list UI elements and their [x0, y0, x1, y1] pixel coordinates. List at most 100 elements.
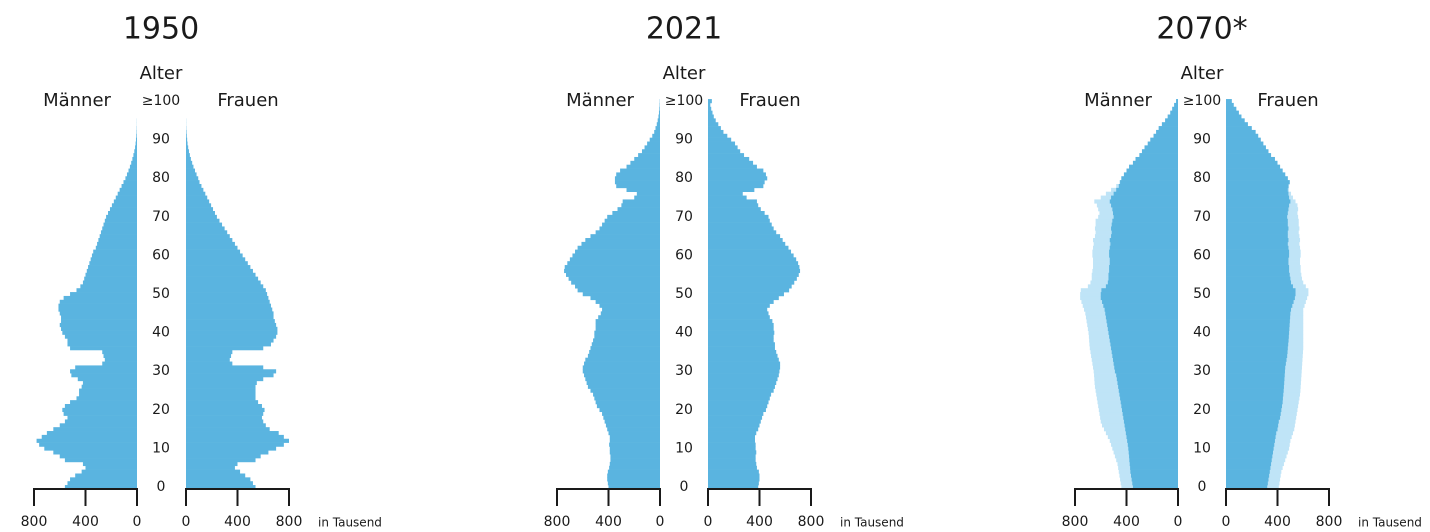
bar [1226, 261, 1289, 266]
bar [708, 438, 755, 443]
bar [1123, 172, 1178, 177]
bar [1153, 133, 1178, 138]
bar [186, 330, 278, 335]
bar [599, 407, 660, 413]
bar [1226, 160, 1278, 165]
bar [599, 303, 660, 308]
bar [1226, 191, 1289, 196]
bar [1226, 380, 1285, 386]
bar [566, 272, 660, 277]
bar [103, 353, 137, 358]
bar [63, 411, 137, 416]
bar [84, 276, 137, 281]
bar [708, 446, 756, 451]
bar [1226, 319, 1290, 324]
bar [1226, 288, 1296, 293]
bar [575, 284, 660, 289]
bar [607, 473, 660, 478]
bar [1226, 311, 1291, 316]
bar [70, 346, 137, 351]
bar [647, 141, 660, 146]
bar [186, 458, 256, 463]
bar [595, 322, 660, 328]
bar [708, 469, 759, 474]
bar [59, 311, 137, 316]
bar [186, 203, 212, 208]
bar [708, 257, 797, 262]
bar [67, 415, 137, 420]
bar [590, 295, 660, 301]
bar [70, 400, 137, 405]
bar [1117, 380, 1178, 386]
bar [604, 419, 660, 424]
bar [186, 245, 238, 250]
bar [1121, 176, 1178, 181]
bar [1226, 299, 1294, 304]
pyramid-panel: 2070* Alter Männer Frauen 0 10 20 30 40 50 60 70 80 9… [1062, 12, 1422, 531]
bar [1109, 334, 1178, 339]
bar [1226, 342, 1289, 347]
bar [80, 284, 137, 289]
bar [186, 160, 193, 165]
bar [71, 373, 137, 378]
bar [186, 257, 246, 262]
bar [104, 218, 137, 223]
bar [134, 149, 137, 154]
bar [1118, 388, 1178, 393]
y-tick-label: 70 [675, 209, 693, 225]
bar [1126, 168, 1178, 173]
bar [708, 222, 772, 227]
bar [1125, 427, 1178, 432]
x-tick-label: 0 [704, 514, 713, 530]
bar [708, 295, 779, 301]
bar [186, 261, 248, 266]
bar [1131, 477, 1178, 482]
y-tick-label: 0 [157, 479, 166, 495]
bar [708, 234, 781, 239]
bar [708, 126, 721, 131]
bar [186, 176, 199, 181]
y-tick-label: 40 [152, 325, 170, 341]
bar [1226, 272, 1290, 277]
bar [1112, 207, 1178, 212]
bar [1130, 469, 1178, 474]
y-tick-label: 80 [152, 170, 170, 186]
bar [77, 376, 137, 382]
bar [53, 427, 137, 432]
bar [626, 187, 660, 193]
bar [595, 299, 660, 304]
bar [186, 180, 200, 185]
bar [708, 434, 755, 440]
bar [594, 334, 660, 339]
bar [1226, 106, 1237, 111]
y-tick-label: 30 [152, 363, 170, 379]
bar [186, 249, 241, 254]
bar [708, 172, 766, 177]
bar [1226, 187, 1288, 193]
bar [90, 257, 137, 262]
bar [1125, 431, 1178, 436]
bar [708, 226, 774, 231]
bar [186, 454, 261, 459]
bar [708, 357, 779, 362]
bar [1124, 423, 1178, 428]
x-axis-title: in Tausend [1358, 516, 1422, 530]
bar [88, 265, 137, 270]
bar [708, 427, 759, 432]
bar [708, 384, 775, 389]
bar [708, 106, 712, 111]
legend-label: Männer [1084, 90, 1152, 111]
bar [607, 481, 660, 486]
bar [1131, 473, 1178, 478]
x-tick-label: 400 [1264, 514, 1291, 530]
bar [186, 222, 223, 227]
bar [1226, 481, 1268, 486]
bar [593, 338, 660, 343]
bar [708, 199, 757, 204]
bar [61, 315, 137, 320]
bar [708, 485, 759, 490]
bar [1107, 322, 1178, 328]
bar [708, 288, 790, 293]
bar [186, 361, 233, 366]
bar [104, 357, 137, 362]
